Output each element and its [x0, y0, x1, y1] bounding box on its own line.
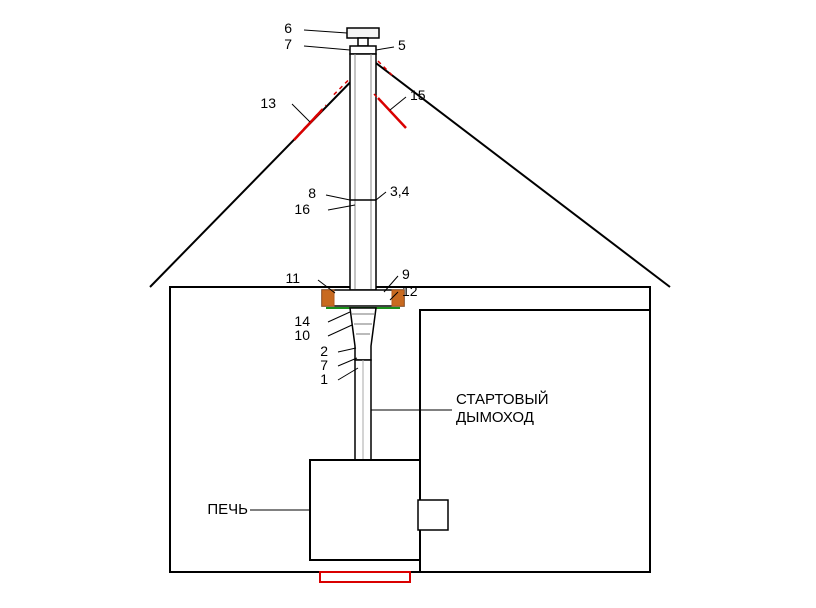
label-stove: ПЕЧЬ — [207, 501, 248, 518]
callout-7a: 7 — [284, 36, 292, 52]
leader-2 — [338, 348, 356, 352]
leader-7a — [304, 46, 350, 50]
label-start-chimney-2: ДЫМОХОД — [456, 409, 534, 426]
chimney-cap — [347, 28, 379, 38]
leader-7b — [338, 358, 357, 366]
callout-10: 10 — [294, 327, 310, 343]
stove-outlet — [418, 500, 448, 530]
callout-5: 5 — [398, 37, 406, 53]
leader-8 — [326, 195, 350, 200]
callout-1: 1 — [320, 371, 328, 387]
leader-15 — [390, 97, 406, 110]
callout-8: 8 — [308, 185, 316, 201]
cap-collar — [350, 46, 376, 54]
label-start-chimney-1: СТАРТОВЫЙ — [456, 390, 549, 408]
callout-16: 16 — [294, 201, 310, 217]
callout-13: 13 — [260, 95, 276, 111]
callout-6: 6 — [284, 20, 292, 36]
leader-14 — [328, 312, 350, 322]
door — [420, 310, 650, 572]
leader-6 — [304, 30, 347, 33]
flashing-left — [294, 110, 322, 140]
chimney-diagram: 67513158163,4119121410271СТАРТОВЫЙДЫМОХО… — [0, 0, 816, 608]
leader-10 — [328, 325, 352, 336]
cap-stem — [358, 38, 368, 46]
leader-5 — [376, 47, 394, 50]
callout-15: 15 — [410, 87, 426, 103]
leader-34 — [376, 192, 386, 200]
leader-13 — [292, 104, 310, 122]
callout-34: 3,4 — [390, 183, 410, 199]
chimney-outer — [350, 54, 376, 290]
callout-9: 9 — [402, 266, 410, 282]
callout-12: 12 — [402, 283, 418, 299]
callout-11: 11 — [285, 270, 300, 286]
base-slab — [320, 572, 410, 582]
stove — [310, 460, 420, 560]
